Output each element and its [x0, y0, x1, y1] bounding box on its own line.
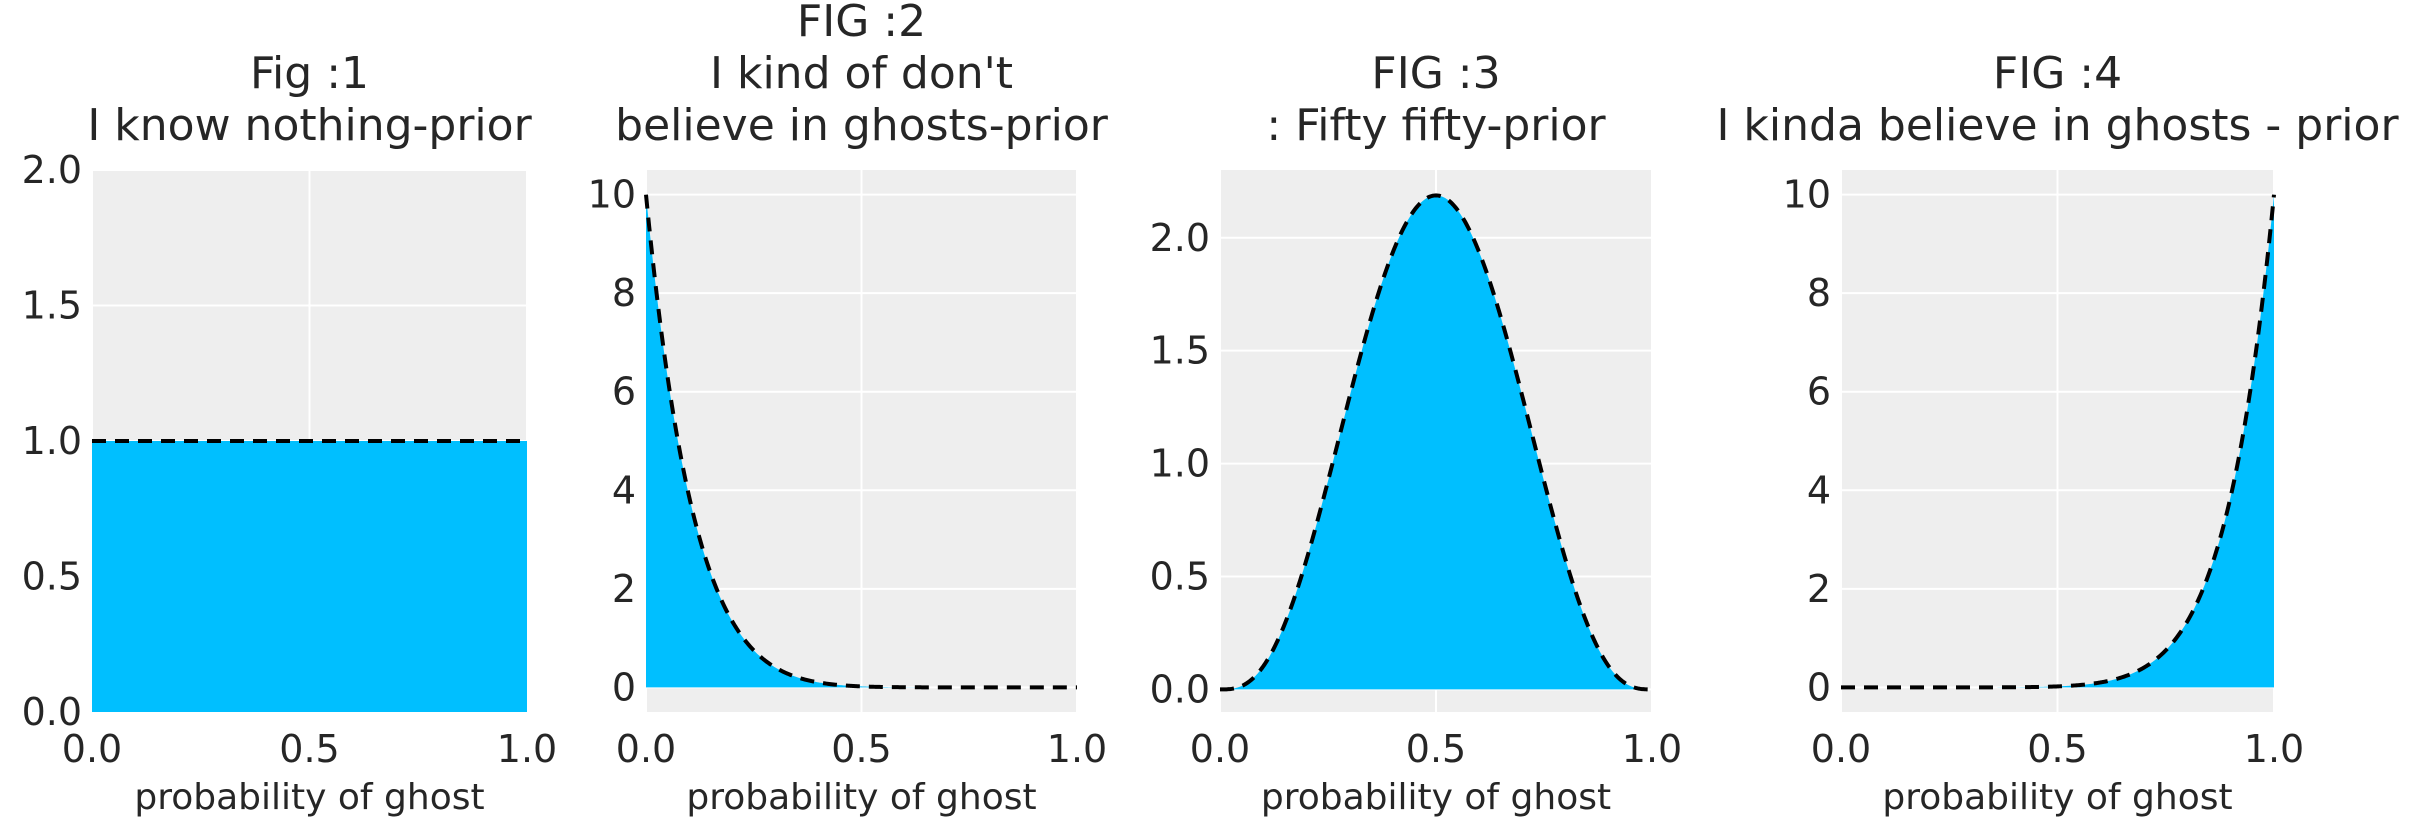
density-fill-area: [1841, 194, 2274, 688]
y-tick-label: 2: [1807, 567, 1831, 611]
y-tick-label: 6: [1807, 370, 1831, 414]
subplot-title-line: Fig :1: [250, 48, 369, 99]
density-dashed-line: [1219, 193, 1653, 692]
subplot-2: 0 2 4 6 8 10 0.0 0.5 1.0 probability of ghost FIG …: [588, 0, 1109, 818]
y-tick-label: 0: [1807, 665, 1831, 709]
x-tick-label: 1.0: [1622, 727, 1682, 771]
subplot-title-line: believe in ghosts-prior: [615, 100, 1109, 151]
y-tick-label: 4: [612, 468, 636, 512]
x-axis-label: probability of ghost: [1261, 777, 1611, 818]
x-tick-label: 0.5: [279, 727, 339, 771]
density-dashed-line: [644, 194, 1077, 690]
x-axis-label: probability of ghost: [686, 777, 1036, 818]
subplot-3: 0.0 0.5 1.0 1.5 2.0 0.0 0.5 1.0 probability of g…: [1150, 48, 1683, 818]
x-tick-label: 0.0: [1190, 727, 1250, 771]
subplot-1: 0.0 0.5 1.0 1.5 2.0 0.0 0.5 1.0 probability of g…: [22, 48, 558, 818]
x-tick-label: 1.0: [2244, 727, 2304, 771]
y-tick-label: 8: [612, 271, 636, 315]
subplot-title-line: FIG :3: [1371, 48, 1500, 99]
subplot-title-line: I kind of don't: [710, 48, 1013, 99]
x-tick-label: 0.5: [2027, 727, 2087, 771]
density-fill-area: [1220, 195, 1652, 690]
density-dashed-line: [1841, 194, 2276, 690]
y-tick-label: 8: [1807, 271, 1831, 315]
y-tick-label: 1.5: [22, 284, 82, 328]
subplot-title-line: I kinda believe in ghosts - prior: [1716, 100, 2399, 151]
y-tick-label: 0.5: [1150, 555, 1210, 599]
y-tick-label: 0.0: [22, 690, 82, 734]
subplot-title-line: : Fifty fifty-prior: [1266, 100, 1606, 151]
y-tick-label: 1.0: [22, 419, 82, 463]
density-fill-area: [92, 441, 527, 712]
y-tick-label: 1.5: [1150, 329, 1210, 373]
x-tick-label: 0.5: [1406, 727, 1466, 771]
y-tick-label: 2.0: [1150, 216, 1210, 260]
y-tick-label: 2: [612, 567, 636, 611]
y-tick-label: 2.0: [22, 148, 82, 192]
y-tick-label: 10: [588, 173, 636, 217]
y-tick-label: 0: [612, 665, 636, 709]
x-tick-label: 1.0: [1047, 727, 1107, 771]
x-tick-label: 0.5: [831, 727, 891, 771]
x-axis-label: probability of ghost: [134, 777, 484, 818]
y-tick-label: 0.5: [22, 555, 82, 599]
subplot-title-line: FIG :4: [1993, 48, 2122, 99]
y-tick-label: 1.0: [1150, 442, 1210, 486]
y-tick-label: 10: [1783, 173, 1831, 217]
y-tick-label: 0.0: [1150, 667, 1210, 711]
subplot-title-line: I know nothing-prior: [87, 100, 532, 151]
x-tick-label: 0.0: [62, 727, 122, 771]
x-tick-label: 0.0: [616, 727, 676, 771]
x-tick-label: 0.0: [1811, 727, 1871, 771]
y-tick-label: 4: [1807, 468, 1831, 512]
density-fill-area: [646, 194, 1077, 688]
y-tick-label: 6: [612, 370, 636, 414]
subplot-title-line: FIG :2: [797, 0, 926, 47]
x-axis-label: probability of ghost: [1882, 777, 2232, 818]
subplot-4: 0 2 4 6 8 10 0.0 0.5 1.0 probability of ghost FIG …: [1716, 48, 2399, 818]
x-tick-label: 1.0: [497, 727, 557, 771]
